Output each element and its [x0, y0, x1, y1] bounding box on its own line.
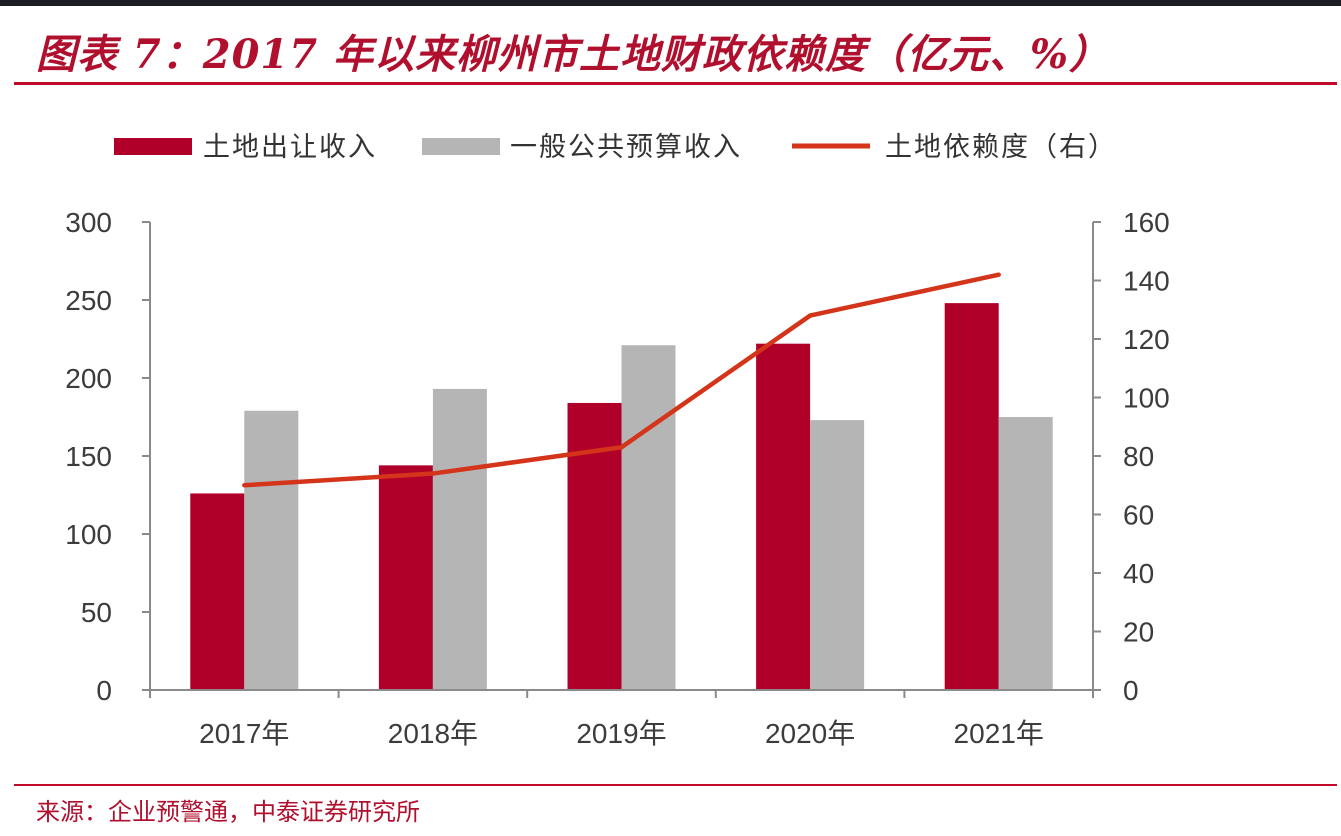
y-left-tick-label: 200 [65, 363, 112, 394]
bar-land-transfer-2017年 [190, 493, 245, 690]
bar-general-budget-2019年 [621, 345, 676, 690]
y-right-tick-label: 40 [1123, 558, 1154, 589]
chart-title: 图表 7：2017 年以来柳州市土地财政依赖度（亿元、%） [36, 31, 1111, 78]
y-right-tick-label: 60 [1123, 500, 1154, 531]
y-left-tick-label: 150 [65, 441, 112, 472]
bar-land-transfer-2021年 [944, 303, 999, 690]
line-point-2017年 [242, 483, 247, 488]
source-rule [14, 784, 1337, 786]
legend-label-0: 土地出让收入 [203, 132, 377, 163]
y-left-tick-label: 300 [65, 207, 112, 238]
legend-label-2: 土地依赖度（右） [885, 132, 1117, 163]
y-right-tick-label: 160 [1123, 207, 1170, 238]
line-point-2020年 [807, 313, 813, 318]
y-left-tick-label: 250 [65, 285, 112, 316]
legend-label-1: 一般公共预算收入 [510, 132, 742, 163]
y-left-tick-label: 50 [81, 597, 112, 628]
x-tick-label: 2017年 [199, 718, 289, 749]
bar-land-transfer-2020年 [756, 343, 811, 690]
x-tick-label: 2018年 [388, 718, 478, 749]
line-point-2019年 [619, 445, 624, 450]
y-right-tick-label: 140 [1123, 266, 1170, 297]
bar-general-budget-2021年 [998, 417, 1053, 690]
source-note: 来源：企业预警通，中泰证券研究所 [36, 798, 420, 826]
bar-land-transfer-2018年 [378, 465, 433, 690]
line-point-2021年 [996, 272, 1001, 277]
y-right-tick-label: 20 [1123, 617, 1154, 648]
y-right-tick-label: 100 [1123, 383, 1170, 414]
x-tick-label: 2021年 [954, 718, 1044, 749]
top-border [0, 0, 1341, 6]
bar-general-budget-2020年 [810, 420, 865, 690]
y-right-tick-label: 120 [1123, 324, 1170, 355]
legend-swatch-1 [422, 138, 500, 155]
x-tick-label: 2020年 [765, 718, 855, 749]
line-point-2018年 [430, 471, 436, 476]
bar-general-budget-2017年 [244, 410, 299, 690]
legend-swatch-0 [114, 138, 192, 155]
y-left-tick-label: 100 [65, 519, 112, 550]
y-right-tick-label: 80 [1123, 441, 1154, 472]
bar-general-budget-2018年 [432, 388, 487, 690]
y-left-tick-label: 0 [96, 675, 112, 706]
x-tick-label: 2019年 [576, 718, 666, 749]
title-rule [14, 82, 1337, 85]
bar-land-transfer-2019年 [567, 402, 622, 690]
y-right-tick-label: 0 [1123, 675, 1139, 706]
